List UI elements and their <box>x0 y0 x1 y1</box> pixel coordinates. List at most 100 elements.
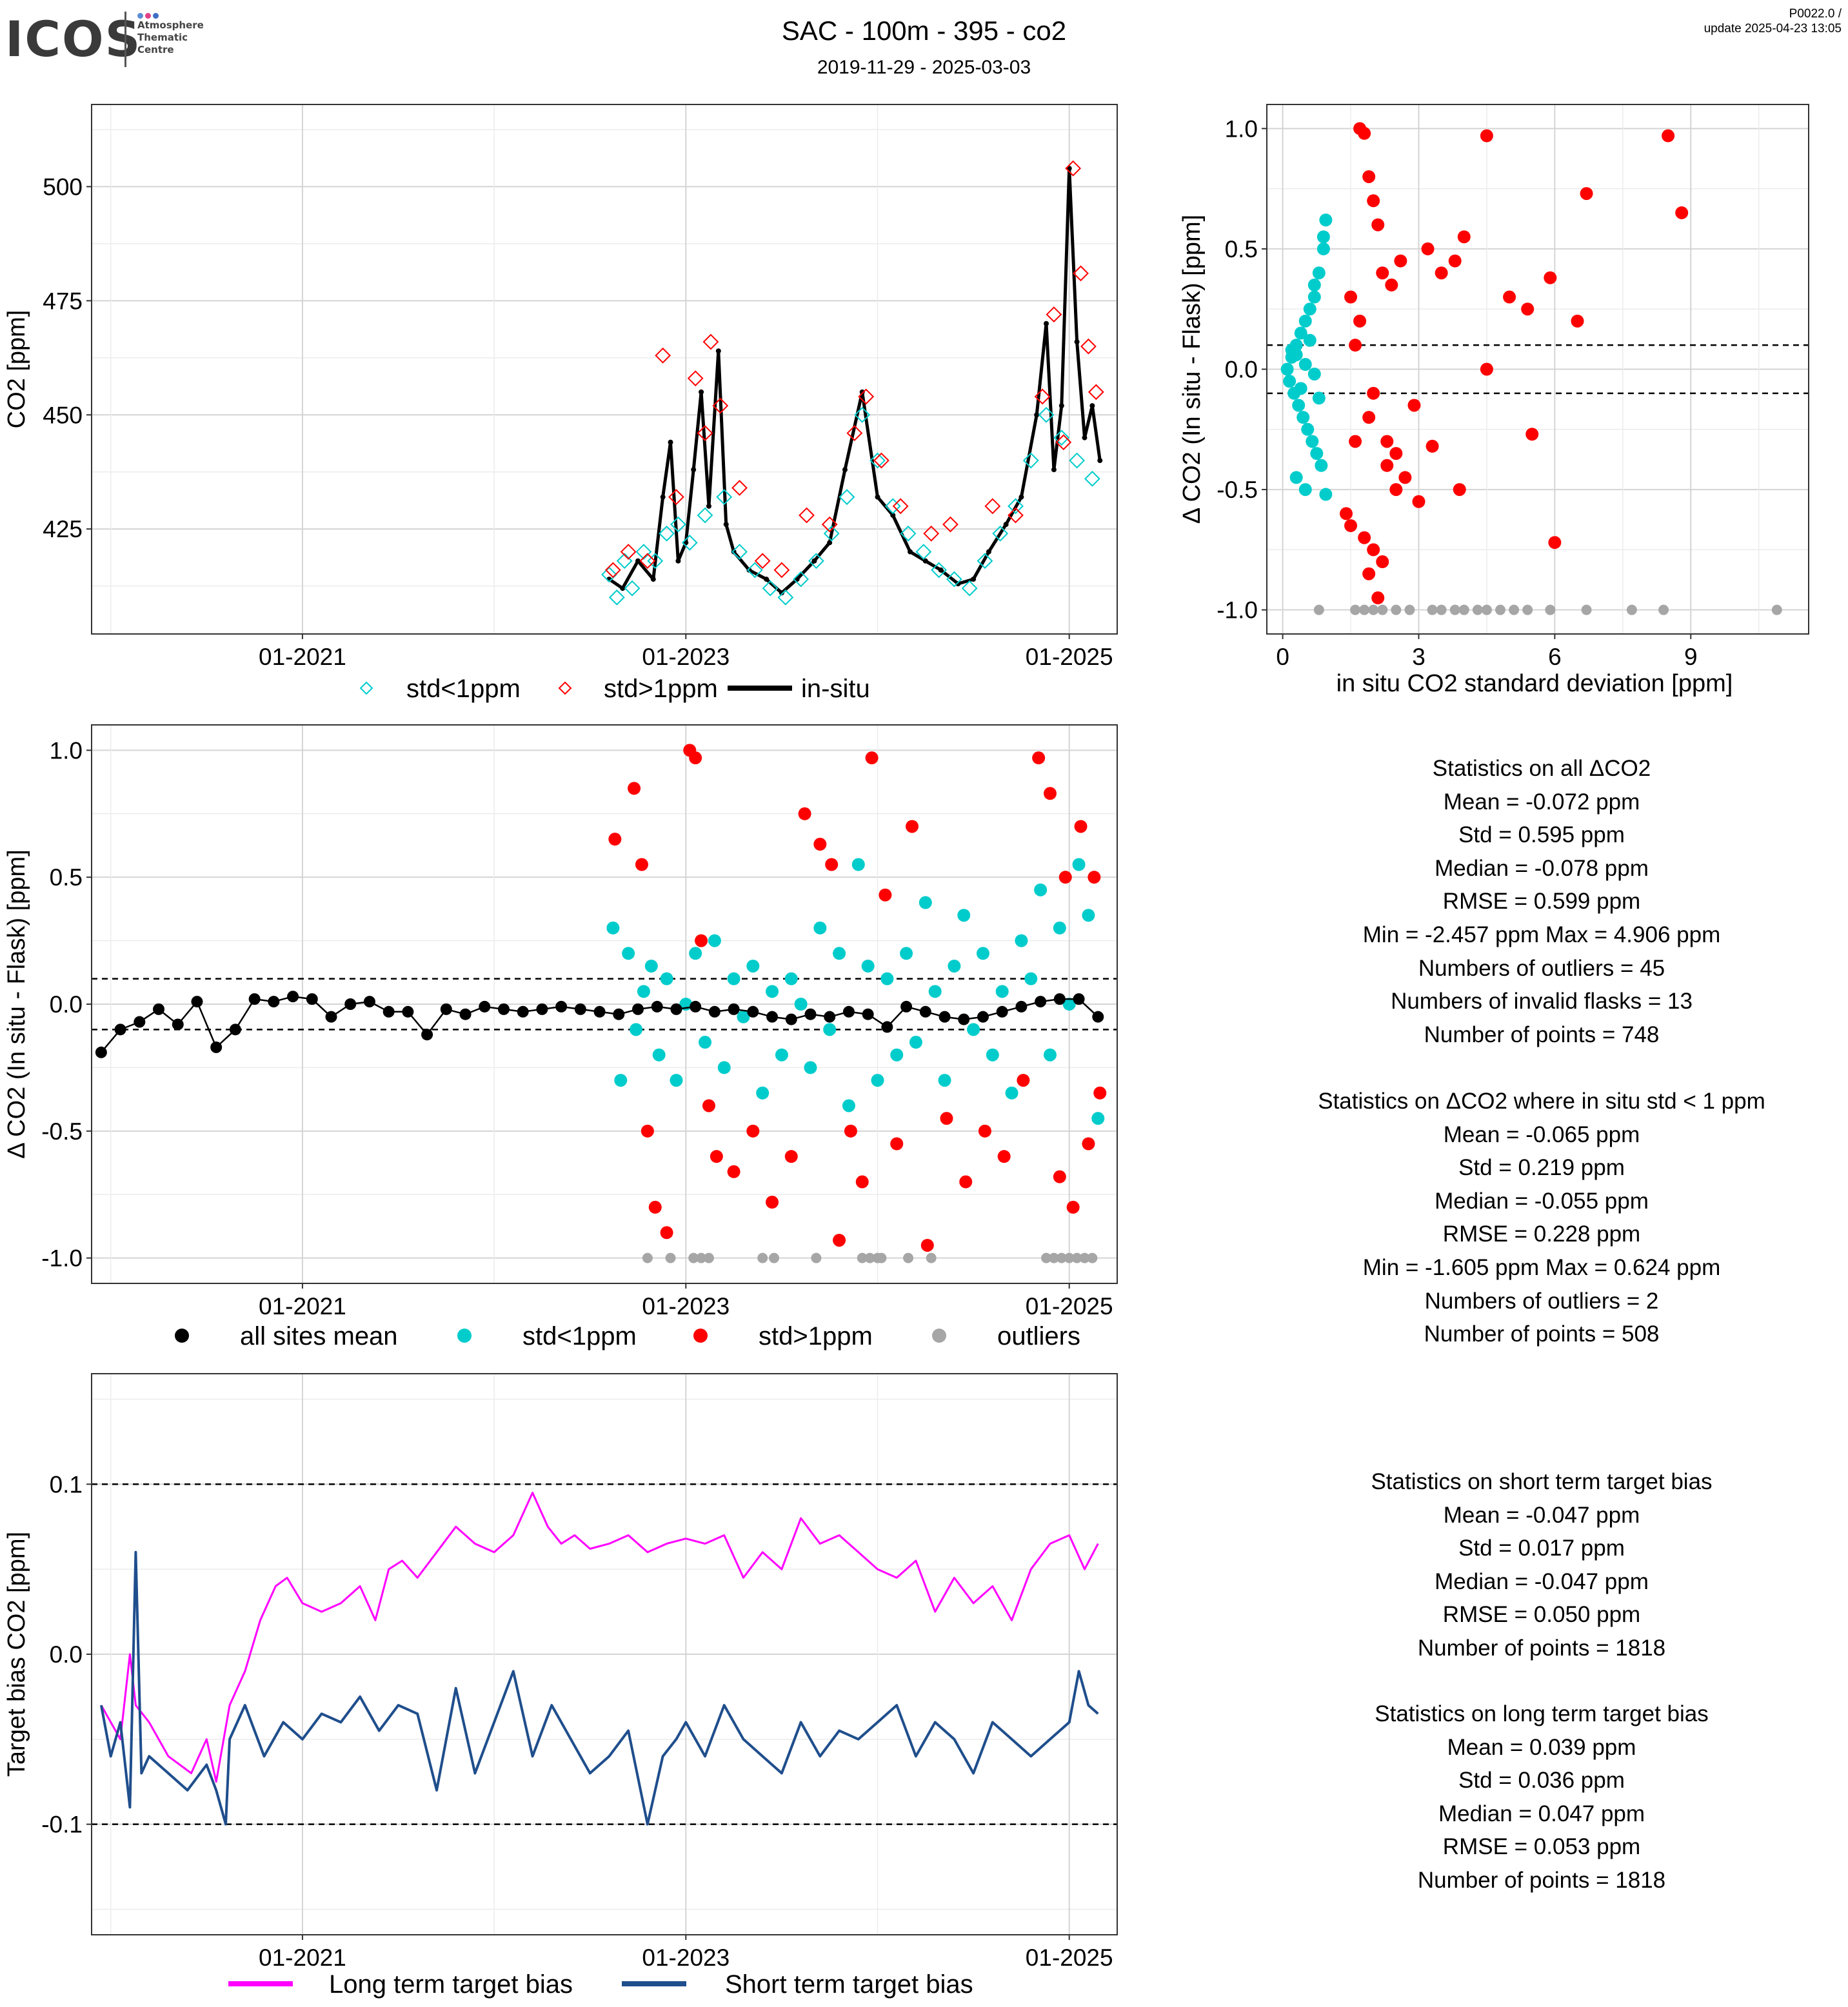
std-gt-1ppm-marker <box>1065 160 1082 177</box>
stats-std1-line: Statistics on ΔCO2 where in situ std < 1… <box>1318 1089 1765 1114</box>
std-lt-1ppm-point <box>1301 422 1315 436</box>
std-lt-1ppm-point <box>986 1048 999 1062</box>
outlier-point <box>1377 604 1388 615</box>
x-tick-label: 01-2021 <box>259 1944 346 1971</box>
y-tick-label: 450 <box>43 402 83 428</box>
std-lt-1ppm-marker <box>647 553 664 569</box>
x-tick-label: 0 <box>1276 644 1289 670</box>
update-label: update 2025-04-23 13:05 <box>1704 22 1842 35</box>
std-gt-1ppm-point <box>1525 428 1539 441</box>
std-gt-1ppm-marker <box>1073 265 1089 282</box>
std-lt-1ppm-point <box>775 1048 788 1062</box>
stats-short-line: Statistics on short term target bias <box>1371 1469 1713 1494</box>
std-gt-1ppm-point <box>746 1124 760 1138</box>
outlier-point <box>864 1252 875 1263</box>
std-gt-1ppm-point <box>1435 266 1448 280</box>
in-situ-point <box>890 512 896 518</box>
std-lt-1ppm-marker <box>823 525 840 542</box>
all-sites-mean-point <box>555 1000 568 1013</box>
x-tick-label: 01-2021 <box>259 1293 346 1320</box>
std-lt-1ppm-point <box>794 998 808 1011</box>
all-sites-mean-point <box>996 1005 1008 1018</box>
in-situ-point <box>971 577 977 582</box>
legend-label-std-lt: std<1ppm <box>406 675 521 703</box>
stats-all-line: Median = -0.078 ppm <box>1435 855 1649 881</box>
all-sites-mean-point <box>747 1005 759 1018</box>
y-tick-label: 1.0 <box>50 737 83 764</box>
std-gt-1ppm-point <box>628 782 641 795</box>
y-tick-label: -1.0 <box>1217 597 1258 624</box>
all-sites-mean-point <box>344 998 357 1010</box>
outlier-point <box>757 1252 768 1263</box>
in-situ-point <box>842 467 848 473</box>
outlier-point <box>1056 1252 1067 1263</box>
outlier-point <box>688 1252 699 1263</box>
std-lt-1ppm-marker <box>1084 470 1100 487</box>
y-tick-label: 0.5 <box>1225 236 1258 262</box>
std-gt-1ppm-marker <box>731 480 748 496</box>
std-lt-1ppm-point <box>813 921 827 934</box>
std-gt-1ppm-marker <box>1088 384 1104 400</box>
std-lt-1ppm-point <box>851 858 865 871</box>
std-lt-1ppm-point <box>1307 278 1321 292</box>
std-lt-1ppm-point <box>756 1086 770 1100</box>
all-sites-mean-point <box>1092 1011 1104 1023</box>
in-situ-point <box>779 590 784 596</box>
stats-std1-delta: Statistics on ΔCO2 where in situ std < 1… <box>1213 1085 1848 1351</box>
all-sites-mean-point <box>574 1003 586 1015</box>
outlier-point <box>703 1252 714 1263</box>
std-gt-1ppm-marker <box>668 489 684 506</box>
chart-panel-delta_timeseries: -1.0 -0.5 0.0 0.5 1.0 01-2021 01-2023 01-2025 Δ … <box>3 724 1118 1350</box>
stats-std1-line: Mean = -0.065 ppm <box>1443 1122 1640 1147</box>
in-situ-point <box>660 494 666 500</box>
std-lt-1ppm-point <box>1015 934 1028 947</box>
std-lt-1ppm-point <box>637 985 650 998</box>
std-gt-1ppm-point <box>702 1099 715 1112</box>
std-gt-1ppm-marker <box>712 397 729 414</box>
std-lt-1ppm-marker <box>808 553 824 569</box>
std-gt-1ppm-point <box>784 1150 798 1163</box>
all-sites-mean-point <box>862 1008 874 1020</box>
stats-all-line: Numbers of invalid flasks = 13 <box>1391 989 1693 1014</box>
x-tick-label: 3 <box>1412 644 1426 670</box>
outlier-point <box>876 1252 887 1263</box>
stats-short-line: Number of points = 1818 <box>1417 1635 1666 1661</box>
std-lt-1ppm-marker <box>601 566 617 583</box>
stats-short-line: Mean = -0.047 ppm <box>1443 1502 1640 1528</box>
outlier-point <box>1658 604 1669 615</box>
std-gt-1ppm-point <box>1017 1074 1030 1087</box>
std-gt-1ppm-point <box>1353 314 1367 328</box>
stats-short-line: Std = 0.017 ppm <box>1458 1536 1625 1561</box>
stats-long-line: Std = 0.036 ppm <box>1458 1768 1625 1794</box>
all-sites-mean-point <box>977 1011 989 1023</box>
std-gt-1ppm-point <box>1380 435 1394 448</box>
stats-std1-line: Std = 0.219 ppm <box>1458 1155 1625 1181</box>
std-lt-1ppm-point <box>833 947 846 960</box>
in-situ-point <box>620 586 626 591</box>
std-lt-1ppm-marker <box>670 516 686 533</box>
all-sites-mean-point <box>402 1005 414 1018</box>
std-lt-1ppm-marker <box>869 452 886 469</box>
std-gt-1ppm-point <box>1074 820 1088 833</box>
std-lt-1ppm-marker <box>697 507 713 524</box>
y-tick-label: -0.1 <box>41 1812 83 1838</box>
std-lt-1ppm-point <box>1072 858 1086 871</box>
std-lt-1ppm-point <box>842 1099 855 1112</box>
outlier-point <box>1313 604 1324 615</box>
in-situ-point <box>1074 339 1080 345</box>
stats-std1-line: Median = -0.055 ppm <box>1435 1188 1649 1214</box>
all-sites-mean-point <box>632 1003 644 1015</box>
outlier-point <box>1071 1252 1082 1263</box>
y-tick-label: 0.0 <box>50 1641 83 1668</box>
std-lt-1ppm-point <box>1310 447 1324 460</box>
outlier-point <box>903 1252 914 1263</box>
stats-short-line: Median = -0.047 ppm <box>1435 1568 1649 1594</box>
in-situ-point <box>875 494 880 500</box>
all-sites-mean-point <box>919 1005 931 1018</box>
logo-wordmark: ICOS <box>5 10 142 68</box>
std-gt-1ppm-point <box>1358 126 1371 140</box>
std-gt-1ppm-point <box>1344 519 1358 533</box>
all-sites-mean-point <box>690 1000 702 1013</box>
std-lt-1ppm-point <box>1280 362 1294 376</box>
std-gt-1ppm-point <box>1043 787 1057 800</box>
